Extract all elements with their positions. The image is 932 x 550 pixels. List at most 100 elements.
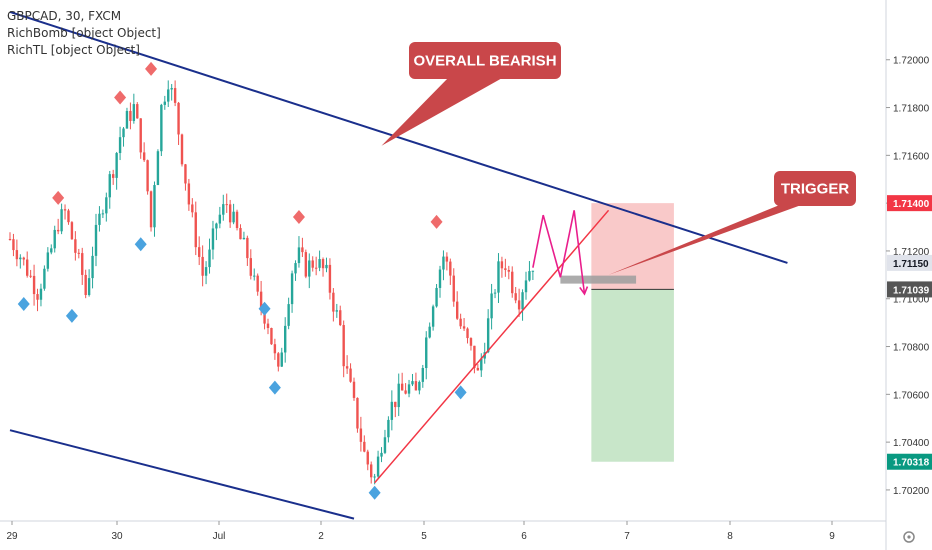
candle	[60, 203, 63, 235]
price-badge-label: 1.70318	[893, 458, 930, 469]
candle-body	[414, 381, 418, 391]
candle	[294, 260, 297, 281]
candle-body	[462, 326, 466, 329]
y-tick-label: 1.71200	[893, 247, 930, 258]
candle-body	[81, 253, 84, 275]
candle-body	[387, 419, 390, 438]
candle-body	[232, 211, 235, 223]
candle-body	[380, 452, 383, 457]
candle-body	[476, 367, 480, 371]
swing-low-marker	[268, 380, 281, 395]
candle-body	[187, 183, 191, 205]
candle-body	[521, 292, 524, 310]
candle-body	[94, 224, 98, 256]
candle	[270, 327, 273, 345]
candle-body	[456, 301, 459, 319]
candle-body	[480, 358, 483, 371]
candle	[328, 258, 332, 300]
symbol-legend[interactable]: GBPCAD, 30, FXCM	[7, 9, 122, 23]
candle	[91, 246, 94, 289]
candle-body	[156, 151, 160, 186]
candle-body	[311, 260, 314, 268]
candle	[301, 237, 304, 258]
y-tick-label: 1.71000	[893, 295, 930, 306]
swing-high-marker	[52, 190, 65, 205]
candle	[370, 461, 373, 484]
candle-body	[108, 174, 111, 198]
x-tick-label: 5	[421, 531, 427, 542]
candle-body	[287, 304, 290, 326]
x-tick-label: 7	[624, 531, 630, 542]
candle-body	[400, 383, 404, 391]
candle	[74, 231, 77, 261]
candle	[15, 239, 19, 267]
candle	[466, 327, 469, 344]
candle-body	[418, 381, 421, 391]
candle-body	[29, 275, 32, 277]
candle	[469, 337, 473, 351]
candle-body	[490, 293, 493, 319]
y-tick-label: 1.72000	[893, 56, 930, 67]
candle	[67, 208, 70, 225]
candle	[521, 289, 524, 321]
candle-body	[129, 110, 132, 121]
candle	[215, 222, 218, 241]
candle	[517, 288, 521, 317]
x-tick-label: 8	[727, 531, 733, 542]
candle-body	[500, 261, 504, 269]
gear-hub	[907, 535, 911, 539]
candle	[290, 270, 294, 313]
candle-body	[383, 437, 387, 453]
y-tick-label: 1.70600	[893, 390, 930, 401]
callout-pointer	[608, 204, 804, 275]
candle	[345, 355, 349, 374]
candle-body	[194, 212, 197, 248]
candle-body	[204, 267, 208, 276]
candle	[287, 297, 290, 330]
candle	[390, 390, 394, 431]
settings-gear-icon[interactable]	[903, 531, 915, 543]
candle-body	[63, 209, 67, 211]
candle	[81, 247, 84, 285]
indicator-legend-richtl[interactable]: RichTL [object Object]	[7, 43, 140, 57]
swing-low-marker	[65, 308, 78, 323]
candle	[19, 254, 22, 269]
y-tick-label: 1.71800	[893, 104, 930, 115]
candle-body	[356, 397, 359, 429]
candle	[256, 273, 259, 296]
callout-box	[774, 171, 856, 206]
candle-body	[366, 451, 369, 465]
candle-body	[222, 204, 225, 215]
candle	[428, 322, 431, 339]
candle	[136, 102, 139, 119]
candle-body	[208, 249, 211, 268]
candle-body	[345, 366, 349, 369]
candle-body	[397, 383, 400, 408]
swing-high-marker	[292, 210, 305, 225]
indicator-legend-richbomb[interactable]: RichBomb [object Object]	[7, 26, 161, 40]
candle	[418, 380, 421, 395]
candle	[445, 252, 449, 271]
candle	[43, 265, 46, 291]
candle	[314, 256, 318, 276]
x-tick-label: 9	[829, 531, 835, 542]
candle-body	[235, 211, 239, 229]
candle-body	[142, 152, 146, 161]
candle	[435, 284, 438, 308]
candle	[232, 203, 235, 225]
candle-body	[376, 456, 380, 477]
candle	[397, 373, 400, 417]
candle	[122, 127, 125, 147]
candle-body	[342, 325, 345, 367]
candle	[308, 253, 311, 289]
candle-body	[239, 228, 242, 240]
candle-body	[339, 310, 342, 326]
candle-body	[46, 252, 50, 269]
gear-ring	[903, 531, 915, 543]
candle-body	[469, 338, 473, 346]
candle	[311, 256, 314, 272]
candle-body	[486, 318, 490, 353]
x-tick-label: 30	[111, 531, 123, 542]
price-badge-bg	[887, 254, 932, 271]
